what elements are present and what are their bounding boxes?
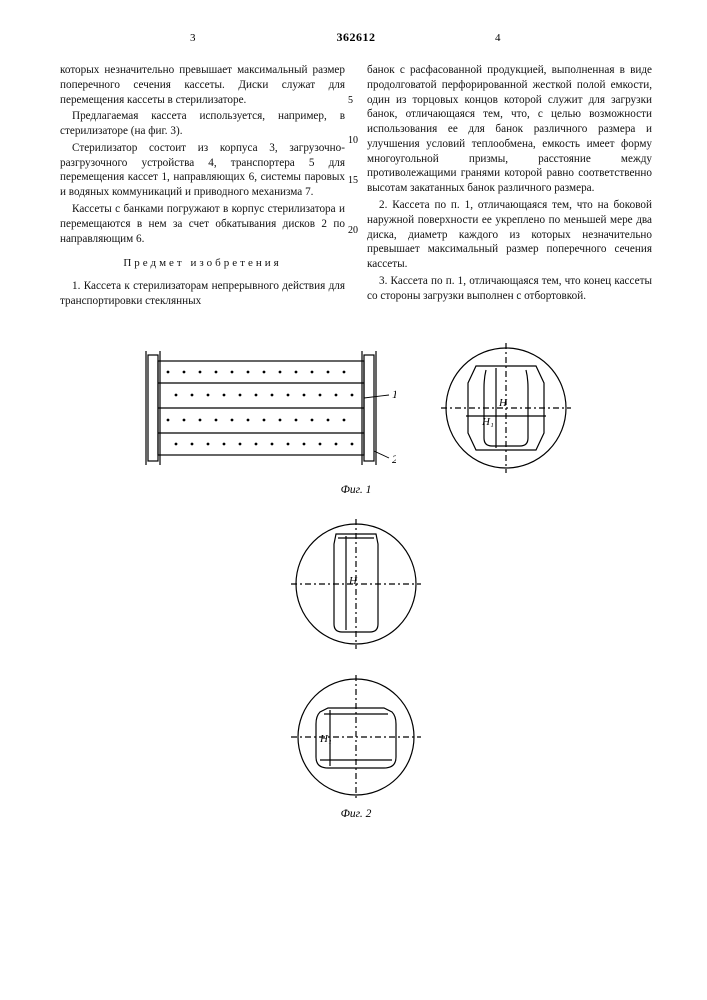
page: 3 4 362612 5 10 15 20 которых незначител… — [0, 0, 707, 1000]
para: Предлагаемая кассета используется, напри… — [60, 109, 345, 139]
para: банок с расфасованной продукцией, выполн… — [367, 63, 652, 196]
para: Стерилизатор состоит из корпуса 3, загру… — [60, 141, 345, 200]
right-column: банок с расфасованной продукцией, выполн… — [367, 63, 652, 310]
fig1-cross-section: H H₁ — [436, 338, 576, 478]
para: 1. Кассета к стерилизаторам непрерывного… — [60, 279, 345, 309]
fig1-dim-H1: H₁ — [481, 416, 494, 428]
fig1-dim-H: H — [498, 397, 508, 409]
fig2-cross-a: H — [286, 514, 426, 654]
col-number-right: 4 — [495, 32, 501, 44]
fig1-label-1: 1 — [392, 387, 396, 401]
col-number-left: 3 — [190, 32, 196, 44]
section-title: Предмет изобретения — [60, 256, 345, 271]
figure-1-row: 1 2 H H₁ — [60, 338, 652, 478]
fig2-cross-b: H₁ — [286, 672, 426, 802]
figures-area: 1 2 H H₁ — [60, 338, 652, 820]
para: 2. Кассета по п. 1, отличающаяся тем, чт… — [367, 198, 652, 272]
fig2-caption: Фиг. 2 — [60, 808, 652, 820]
fig1-label-2: 2 — [392, 452, 396, 466]
line-number-15: 15 — [348, 175, 358, 186]
fig1-caption: Фиг. 1 — [60, 484, 652, 496]
left-column: которых незначительно превышает макси­ма… — [60, 63, 345, 310]
para: 3. Кассета по п. 1, отличающаяся тем, чт… — [367, 274, 652, 304]
line-number-10: 10 — [348, 135, 358, 146]
fig2-dim-H: H — [348, 575, 358, 587]
line-number-5: 5 — [348, 95, 353, 106]
figure-2-row: H H₁ — [60, 514, 652, 802]
text-columns: которых незначительно превышает макси­ма… — [60, 63, 652, 310]
document-number: 362612 — [60, 30, 652, 45]
line-number-20: 20 — [348, 225, 358, 236]
para: Кассеты с банками погружают в корпус сте… — [60, 202, 345, 246]
para: которых незначительно превышает макси­ма… — [60, 63, 345, 107]
fig1-cassette: 1 2 — [136, 343, 396, 473]
fig2-dim-H1: H₁ — [319, 733, 332, 745]
